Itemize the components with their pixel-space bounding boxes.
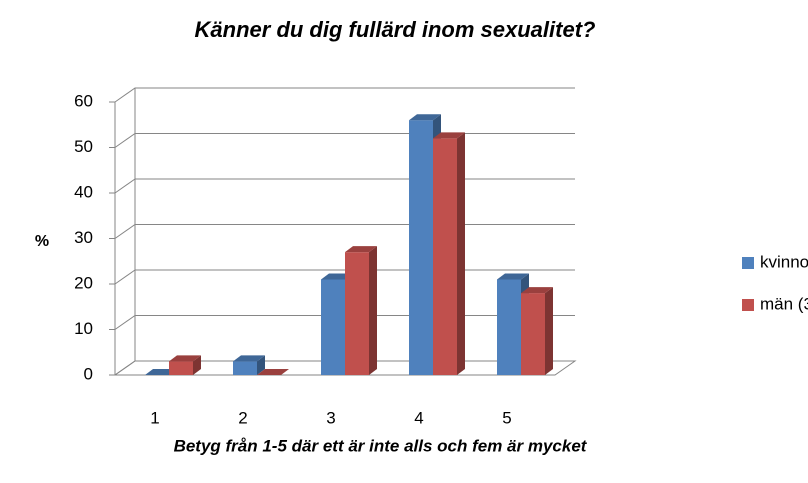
bar-top <box>257 369 289 375</box>
x-tick-label: 4 <box>414 408 423 427</box>
bar-side <box>369 246 377 375</box>
grid-line <box>114 87 575 103</box>
grid-line <box>114 224 575 239</box>
bar-top <box>433 132 465 139</box>
y-tick-label: 20 <box>74 273 93 292</box>
bar-side <box>545 287 553 375</box>
y-axis-label: % <box>35 233 49 250</box>
bar <box>345 252 369 375</box>
bar-side <box>193 355 201 375</box>
bar <box>521 293 545 375</box>
bar <box>169 361 193 375</box>
x-tick-label: 2 <box>238 408 247 427</box>
bar-top <box>497 273 529 280</box>
bar-top <box>233 355 265 362</box>
y-tick-label: 40 <box>74 182 93 201</box>
y-tick-label: 10 <box>74 319 93 338</box>
grid-line <box>114 178 575 194</box>
bar <box>321 279 345 375</box>
grid-line <box>114 133 575 148</box>
legend-label: män (33 st) <box>760 294 808 313</box>
x-tick-label: 1 <box>150 408 159 427</box>
bar-top <box>521 287 553 294</box>
chart-title: Känner du dig fullärd inom sexualitet? <box>195 17 596 42</box>
legend-label: kvinnor (34 st) <box>760 252 808 271</box>
bar <box>409 120 433 375</box>
bar-side <box>457 132 465 375</box>
bar-side <box>257 355 265 375</box>
x-tick-label: 3 <box>326 408 335 427</box>
legend-swatch <box>742 257 754 269</box>
bar <box>233 361 257 375</box>
bar-top <box>409 114 441 121</box>
bar <box>497 279 521 375</box>
bar-top <box>345 246 377 253</box>
y-tick-label: 60 <box>74 91 93 110</box>
bar <box>433 138 457 375</box>
legend-swatch <box>742 299 754 311</box>
bar-top <box>169 355 201 362</box>
y-tick-label: 50 <box>74 137 93 156</box>
x-axis-label: Betyg från 1-5 där ett är inte alls och … <box>174 436 588 455</box>
y-tick-label: 0 <box>84 364 93 383</box>
x-tick-label: 5 <box>502 408 511 427</box>
y-tick-label: 30 <box>74 228 93 247</box>
